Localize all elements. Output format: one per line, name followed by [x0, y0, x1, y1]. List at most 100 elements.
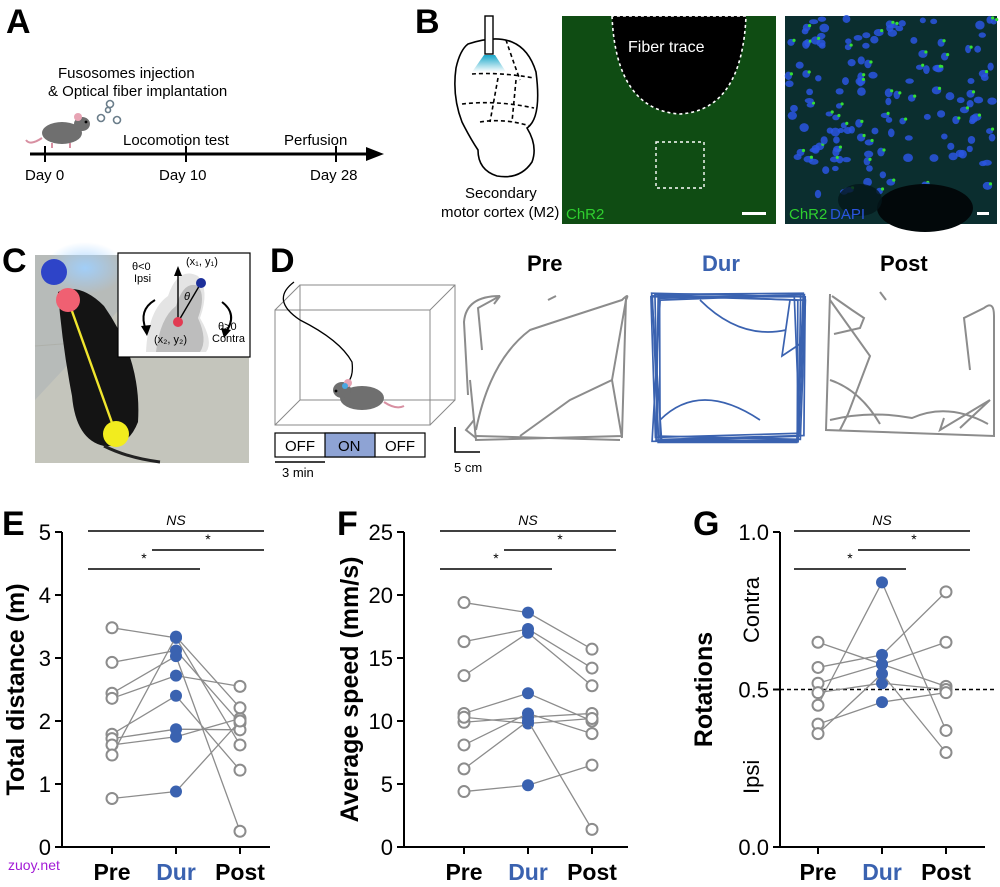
- dapi-nucleus: [790, 104, 798, 113]
- chr2-signal: [838, 145, 843, 149]
- distance-scale-label: 5 cm: [454, 460, 482, 475]
- dapi-nucleus: [903, 153, 913, 163]
- chr2-signal: [957, 116, 961, 120]
- dapi-nucleus: [868, 71, 878, 79]
- day-28-label: Day 28: [310, 167, 358, 184]
- chr2-signal: [862, 133, 866, 138]
- chr2-signal: [969, 45, 973, 49]
- dapi-nucleus: [847, 59, 856, 67]
- y-tick-label: 5: [381, 772, 393, 797]
- data-point: [939, 635, 953, 649]
- x-tick-label: Pre: [445, 859, 482, 882]
- fiber-cable: [282, 281, 354, 385]
- neck-marker: [56, 288, 80, 312]
- data-point: [457, 596, 471, 610]
- data-point-dur: [170, 630, 182, 643]
- data-point: [105, 655, 119, 669]
- open-field-box: [274, 284, 456, 426]
- panel-f-label: F: [337, 505, 358, 543]
- y-tick-label: 2: [39, 709, 51, 734]
- body-axis-line: [66, 299, 118, 435]
- data-point: [105, 691, 119, 705]
- data-point: [457, 669, 471, 683]
- theta-label: θ: [184, 291, 190, 303]
- chr2-label-high: ChR2: [789, 206, 827, 223]
- chr2-signal: [942, 39, 946, 43]
- chr2-signal: [807, 23, 812, 28]
- chr2-signal: [882, 148, 886, 152]
- dapi-nucleus: [835, 88, 844, 95]
- y-tick-label: 1.0: [738, 520, 769, 545]
- dapi-nucleus: [799, 123, 809, 132]
- dapi-nucleus: [785, 80, 794, 88]
- dur-loop: [651, 294, 807, 441]
- chr2-signal: [880, 187, 885, 191]
- dapi-nucleus: [842, 15, 851, 23]
- data-point: [105, 621, 119, 635]
- data-point: [939, 723, 953, 737]
- data-point-dur: [876, 696, 888, 709]
- zoom-inset-box: [655, 141, 705, 189]
- dapi-nucleus: [822, 166, 830, 175]
- dapi-nucleus: [966, 100, 974, 108]
- dur-loop: [651, 293, 802, 443]
- chr2-signal: [895, 21, 899, 25]
- chr2-signal: [862, 73, 866, 77]
- data-point: [233, 701, 247, 715]
- significance-label: *: [847, 550, 853, 566]
- data-point-dur: [876, 648, 888, 661]
- data-point: [585, 711, 599, 725]
- data-point: [105, 791, 119, 805]
- dapi-nucleus: [969, 114, 978, 123]
- chr2-signal: [937, 86, 942, 90]
- panel-g-label: G: [693, 505, 719, 543]
- data-point: [457, 762, 471, 776]
- data-point: [811, 727, 825, 741]
- region-label-line2: motor cortex (M2): [441, 204, 559, 221]
- data-point: [233, 738, 247, 752]
- dapi-nucleus: [885, 97, 892, 106]
- data-point: [585, 679, 599, 693]
- point-2-label: (x₂, y₂): [154, 334, 187, 346]
- data-point: [105, 748, 119, 762]
- chr2-signal: [830, 110, 834, 114]
- chr2-dapi-micrograph-high: ChR2 DAPI: [784, 15, 999, 232]
- data-point-dur: [170, 730, 182, 743]
- chr2-signal: [990, 127, 995, 131]
- x-tick-label: Pre: [799, 859, 836, 882]
- dur-loop: [655, 293, 799, 442]
- dapi-nucleus: [982, 159, 992, 166]
- point-1-label: (x₁, y₁): [186, 256, 218, 268]
- trajectory-dur: [650, 292, 807, 444]
- day-0-label: Day 0: [25, 167, 64, 184]
- panel-b: B Secondary motor cortex (M2) Fiber trac…: [415, 3, 999, 232]
- y-tick-label: 4: [39, 583, 51, 608]
- chr2-signal: [921, 63, 925, 67]
- panel-e: E 0 1 2 3 4 5 Total distance (m) Pre Dur Post NS * *: [2, 505, 270, 885]
- dapi-nucleus: [806, 88, 814, 96]
- dur-loop: [650, 295, 801, 439]
- dapi-nucleus: [787, 111, 797, 120]
- data-point-dur: [170, 650, 182, 663]
- data-point-dur: [876, 658, 888, 671]
- light-schedule-bar: OFF ON OFF 3 min: [274, 432, 426, 480]
- dapi-nucleus: [817, 16, 827, 22]
- chr2-signal: [892, 178, 896, 182]
- chr2-signal: [977, 113, 982, 117]
- data-point: [457, 635, 471, 649]
- significance-label: *: [911, 531, 917, 547]
- trajectory-title-pre: Pre: [527, 251, 562, 276]
- tail-base-marker: [103, 421, 129, 447]
- dapi-nucleus: [866, 165, 873, 172]
- watermark: zuoy.net: [8, 857, 60, 873]
- dapi-nucleus: [905, 78, 914, 84]
- chr2-signal: [789, 72, 793, 76]
- data-point-dur: [876, 667, 888, 680]
- chr2-signal: [890, 89, 894, 93]
- chr2-signal: [886, 111, 890, 116]
- y-tick-label: 0: [381, 835, 393, 860]
- chr2-signal: [904, 117, 908, 121]
